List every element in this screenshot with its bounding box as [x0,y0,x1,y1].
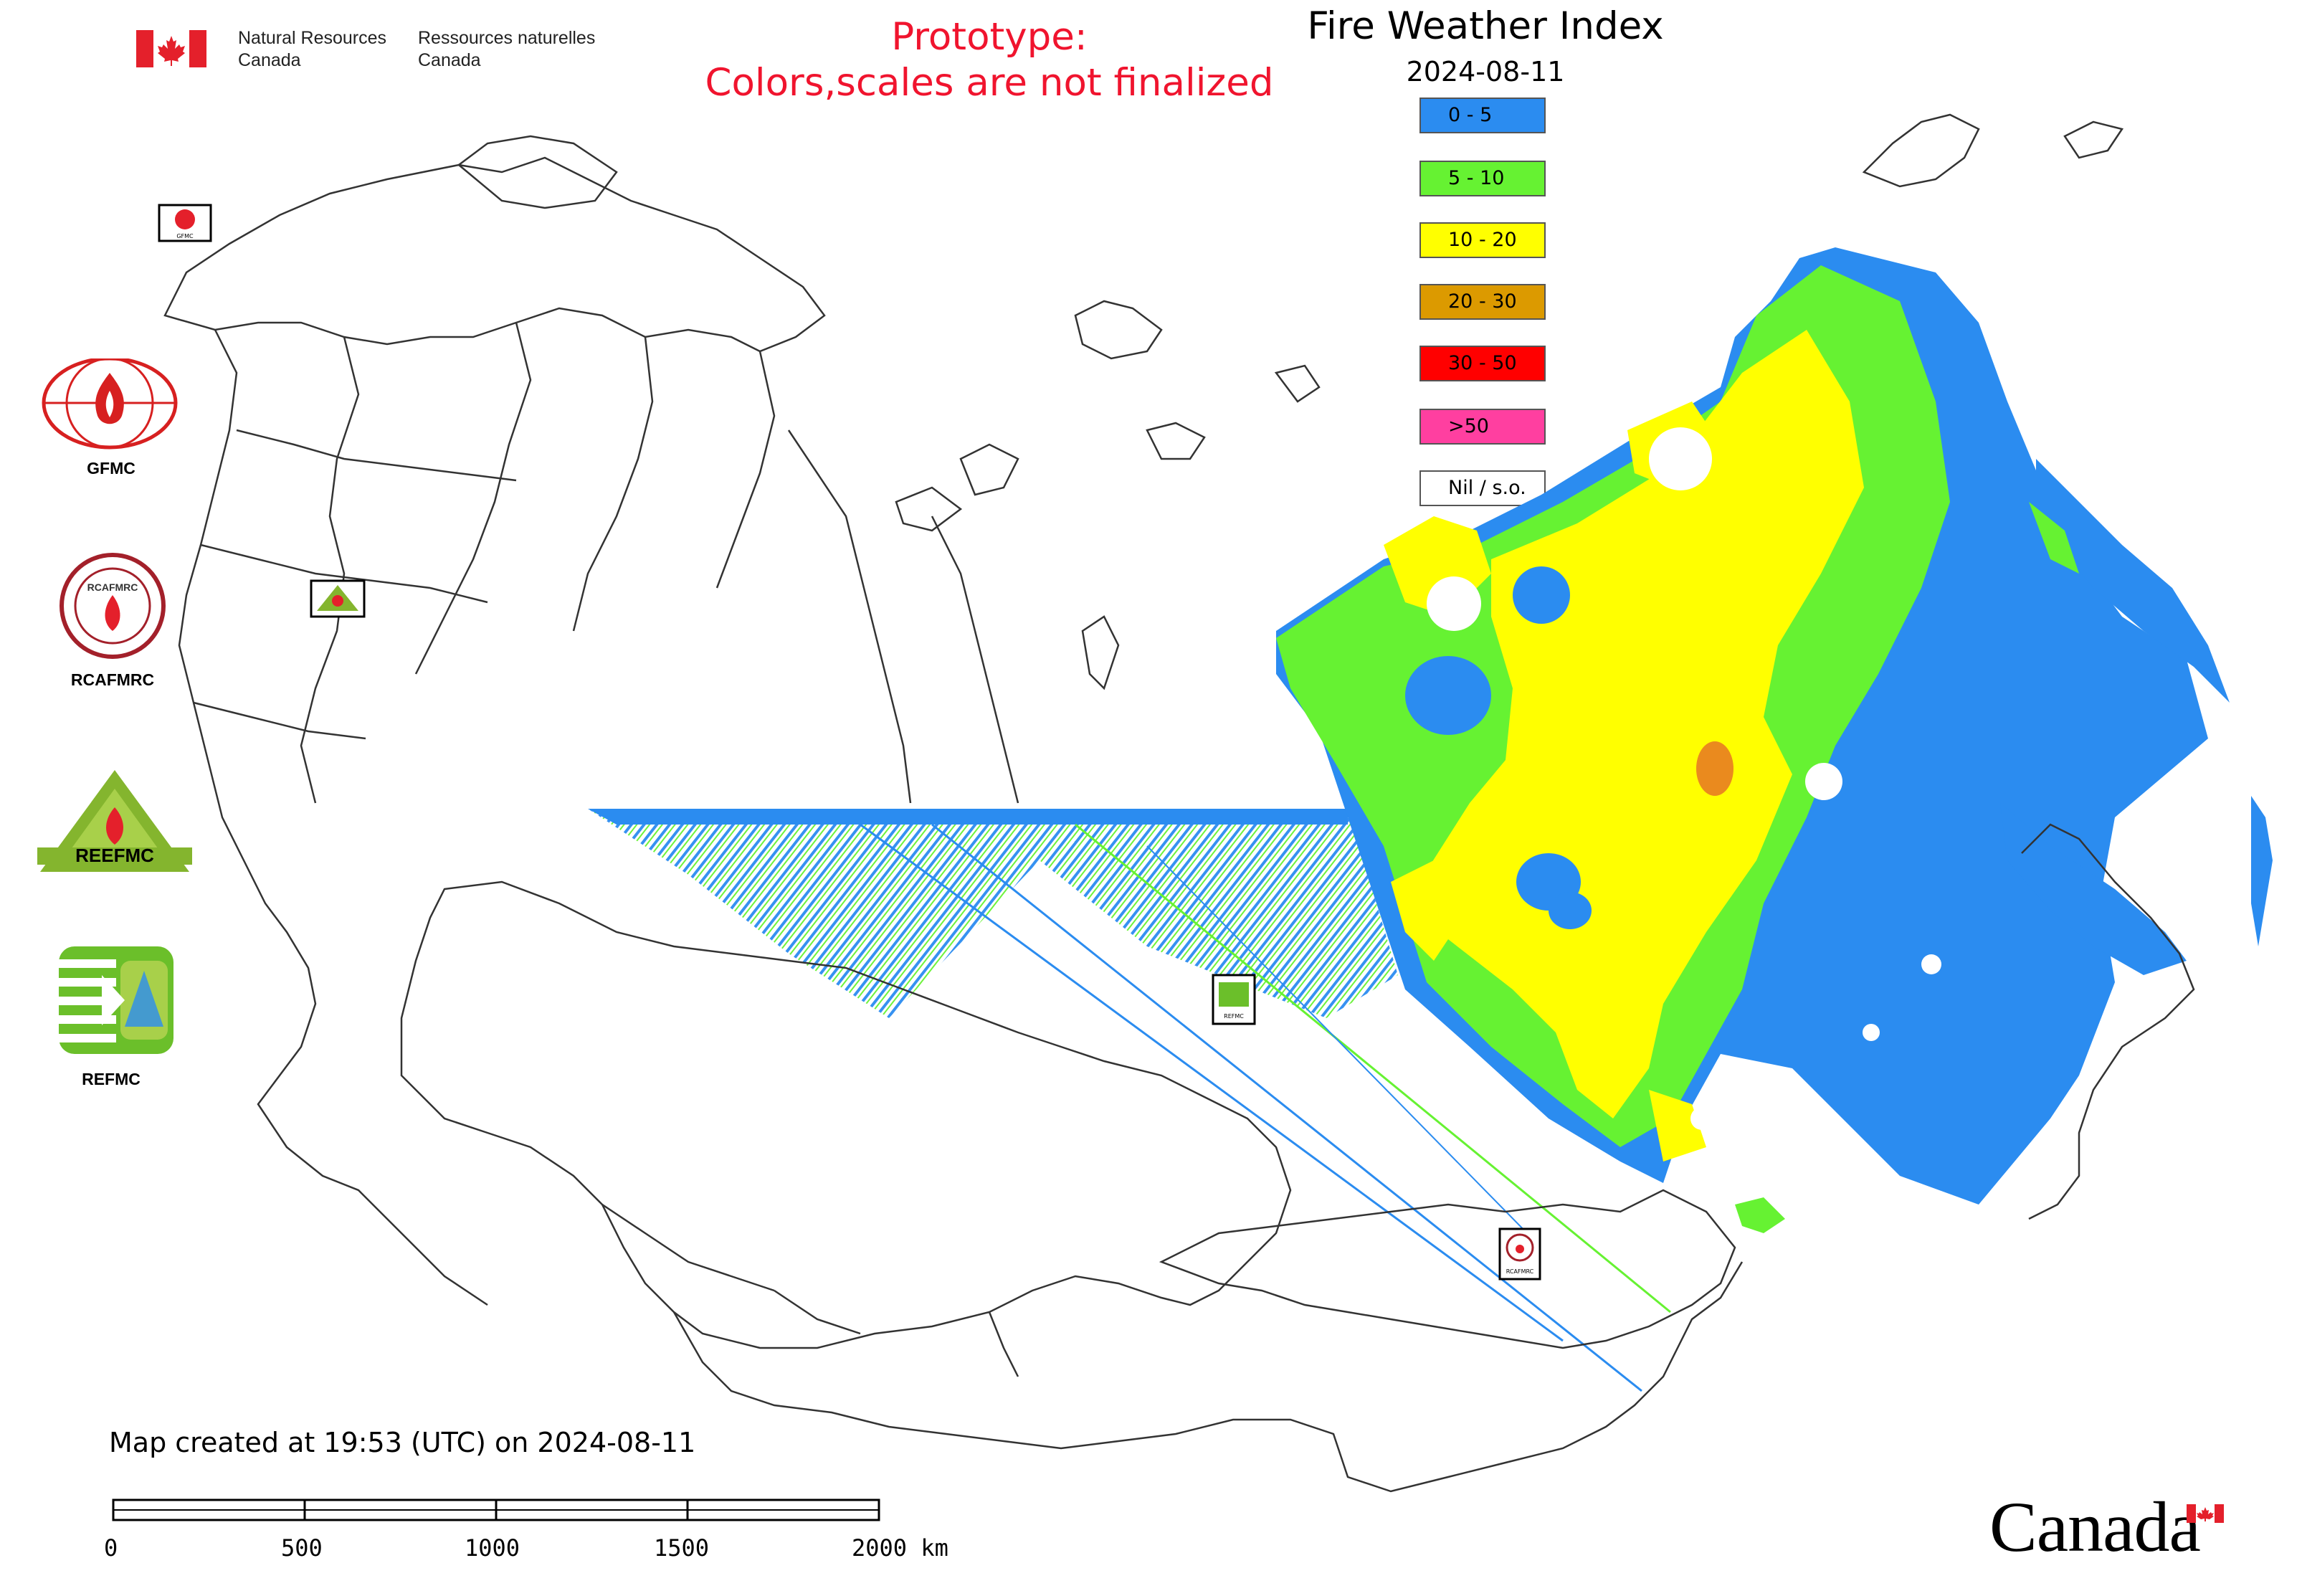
legend-item-30-50: 30 - 50 [1419,346,1546,381]
map-marker-reefmc [310,579,366,618]
scale-tick-2000: 2000 km [852,1534,948,1562]
refmc-logo [59,946,173,1054]
map-created-timestamp: Map created at 19:53 (UTC) on 2024-08-11 [109,1427,696,1458]
refmc-label: REFMC [82,1070,141,1088]
canada-flag-icon [136,30,206,67]
org-name-french: Ressources naturelles Canada [418,28,596,70]
legend-item-10-20: 10 - 20 [1419,222,1546,258]
region-boundaries [163,113,2195,1493]
rcafmrc-label: RCAFMRC [70,670,155,689]
reefmc-logo: REEFMC [37,767,192,875]
svg-text:REEFMC: REEFMC [75,845,154,866]
svg-text:RCAFMRC: RCAFMRC [87,581,138,593]
scale-tick-0: 0 [104,1534,118,1562]
legend-item-nil: Nil / s.o. [1419,470,1546,506]
map-title: Fire Weather Index [1307,4,1664,48]
map-marker-refmc: REFMC [1212,974,1256,1025]
scale-tick-1500: 1500 [654,1534,710,1562]
map-date: 2024-08-11 [1406,56,1565,87]
prototype-notice: Prototype: Colors,scales are not finaliz… [705,15,1274,105]
rcafmrc-logo: RCAFMRC [59,552,166,660]
legend-item-5-10: 5 - 10 [1419,161,1546,196]
scale-tick-500: 500 [281,1534,323,1562]
svg-text:REFMC: REFMC [1224,1013,1244,1020]
org-name-english: Natural Resources Canada [238,28,387,70]
canada-wordmark-flag-icon [2187,1504,2224,1523]
gfmc-label: GFMC [87,459,135,478]
canada-wordmark: Canada [1989,1487,2201,1567]
svg-text:GFMC: GFMC [176,233,194,239]
streak-artifacts [588,809,1671,1392]
map-marker-gfmc: GFMC [158,204,212,242]
svg-text:RCAFMRC: RCAFMRC [1506,1268,1534,1275]
scale-bar [112,1498,880,1523]
legend-item-over-50: >50 [1419,409,1546,445]
fwi-coverage [1276,247,2273,1233]
map-marker-rcafmrc: RCAFMRC [1498,1227,1541,1281]
legend-item-20-30: 20 - 30 [1419,284,1546,320]
gfmc-logo [42,356,178,452]
scale-tick-1000: 1000 [465,1534,520,1562]
legend-item-0-5: 0 - 5 [1419,98,1546,133]
